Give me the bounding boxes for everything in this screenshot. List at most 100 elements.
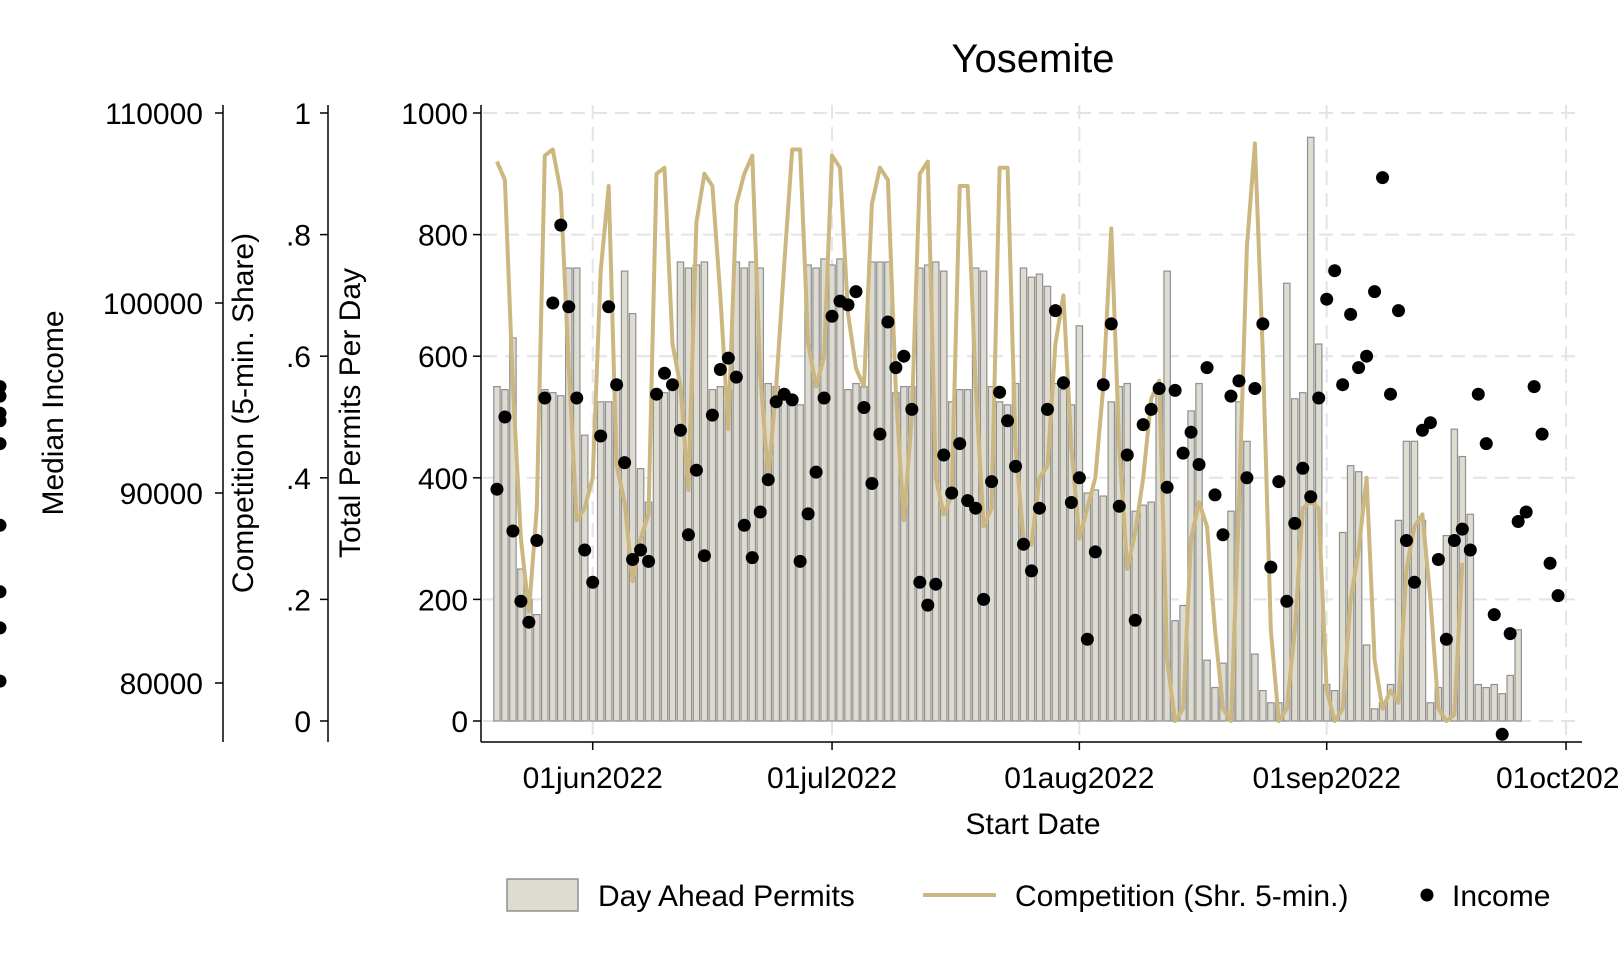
income-point bbox=[1463, 543, 1477, 557]
income-point bbox=[562, 300, 576, 314]
income-point bbox=[1344, 307, 1358, 321]
bar bbox=[995, 401, 1004, 722]
competition-tick-label: .2 bbox=[286, 584, 311, 617]
income-point bbox=[1447, 534, 1461, 547]
income-point bbox=[1455, 522, 1469, 536]
bar bbox=[844, 389, 852, 722]
income-point bbox=[1120, 448, 1134, 462]
bar bbox=[596, 401, 605, 722]
bar bbox=[1306, 136, 1315, 722]
tick-marks-and-labels: 0 200 400 600 800 1000 0 .2 .4 .6 .8 1 80000 90000 100… bbox=[103, 98, 1620, 795]
income-point bbox=[0, 406, 7, 420]
bar bbox=[517, 568, 525, 722]
income-point bbox=[1232, 374, 1246, 388]
income-point bbox=[825, 309, 839, 323]
income-point bbox=[1056, 376, 1070, 390]
income-point bbox=[1152, 382, 1166, 395]
income-point bbox=[1160, 480, 1174, 494]
bar bbox=[700, 261, 709, 722]
bar bbox=[1482, 686, 1491, 722]
income-point bbox=[0, 518, 7, 532]
income-point bbox=[490, 482, 504, 496]
income-point bbox=[546, 296, 560, 310]
income-point bbox=[0, 380, 7, 394]
income-point bbox=[578, 543, 592, 557]
bar bbox=[1147, 501, 1155, 722]
income-point bbox=[506, 524, 520, 538]
income-point bbox=[785, 393, 799, 407]
income-axis-label: Median Income bbox=[37, 310, 70, 515]
income-point bbox=[793, 554, 807, 568]
income-point bbox=[1184, 425, 1198, 439]
bar bbox=[1283, 282, 1291, 722]
bar bbox=[660, 392, 669, 722]
bar bbox=[955, 389, 964, 722]
income-point bbox=[665, 378, 679, 392]
income-point bbox=[737, 518, 751, 532]
income-point bbox=[498, 410, 512, 424]
bar bbox=[876, 261, 884, 722]
income-point bbox=[745, 551, 759, 565]
competition-axis-label: Competition (5-min. Share) bbox=[227, 233, 260, 593]
income-point bbox=[1527, 380, 1541, 394]
income-point bbox=[1312, 391, 1326, 405]
bar bbox=[828, 264, 836, 722]
income-point bbox=[849, 285, 863, 299]
income-point bbox=[650, 387, 664, 401]
bar bbox=[923, 264, 932, 722]
bar bbox=[971, 267, 980, 722]
income-point bbox=[1048, 304, 1062, 318]
income-point bbox=[658, 366, 671, 380]
income-point bbox=[977, 592, 991, 606]
income-point bbox=[570, 391, 584, 405]
bar bbox=[780, 389, 788, 722]
line-series bbox=[495, 141, 1465, 723]
permits-tick-label: 200 bbox=[418, 584, 468, 617]
bar bbox=[493, 386, 501, 722]
income-point bbox=[1296, 461, 1310, 475]
bar bbox=[716, 386, 725, 722]
income-point bbox=[721, 351, 735, 365]
bar bbox=[564, 267, 573, 722]
income-point bbox=[1136, 418, 1150, 432]
income-point bbox=[1543, 556, 1557, 570]
competition-line bbox=[495, 141, 1465, 723]
income-point bbox=[985, 475, 999, 489]
income-point bbox=[1495, 727, 1509, 741]
bar bbox=[987, 386, 996, 722]
income-point bbox=[594, 429, 608, 443]
x-axis-label: Start Date bbox=[965, 808, 1100, 841]
bar bbox=[764, 382, 773, 722]
income-point bbox=[1519, 505, 1533, 519]
income-point bbox=[689, 463, 703, 477]
income-point bbox=[857, 401, 871, 414]
bar bbox=[1059, 389, 1068, 722]
income-point bbox=[713, 363, 727, 376]
income-point bbox=[1256, 317, 1270, 331]
permits-tick-label: 0 bbox=[451, 706, 468, 739]
income-point bbox=[873, 427, 887, 441]
bar bbox=[868, 261, 876, 722]
legend-swatch-income bbox=[1420, 888, 1434, 902]
scatter-series bbox=[0, 171, 1565, 741]
bar bbox=[636, 468, 645, 722]
income-point bbox=[1104, 317, 1118, 331]
chart-title: Yosemite bbox=[951, 37, 1114, 81]
income-point bbox=[953, 437, 967, 451]
income-point bbox=[1503, 627, 1517, 641]
income-point bbox=[602, 300, 616, 314]
competition-tick-label: .4 bbox=[286, 463, 311, 496]
income-point bbox=[841, 298, 855, 312]
x-tick-label: 01jun2022 bbox=[523, 762, 663, 795]
bar bbox=[820, 258, 828, 722]
income-point bbox=[1025, 564, 1038, 578]
bar bbox=[852, 382, 860, 722]
income-point bbox=[0, 585, 7, 599]
legend: Day Ahead Permits Competition (Shr. 5-mi… bbox=[506, 878, 1550, 913]
bar bbox=[1251, 653, 1259, 722]
competition-tick-label: 0 bbox=[294, 706, 311, 739]
income-point bbox=[1144, 402, 1158, 416]
bar bbox=[1003, 404, 1012, 722]
income-point bbox=[1088, 545, 1102, 559]
income-point bbox=[1216, 528, 1230, 542]
